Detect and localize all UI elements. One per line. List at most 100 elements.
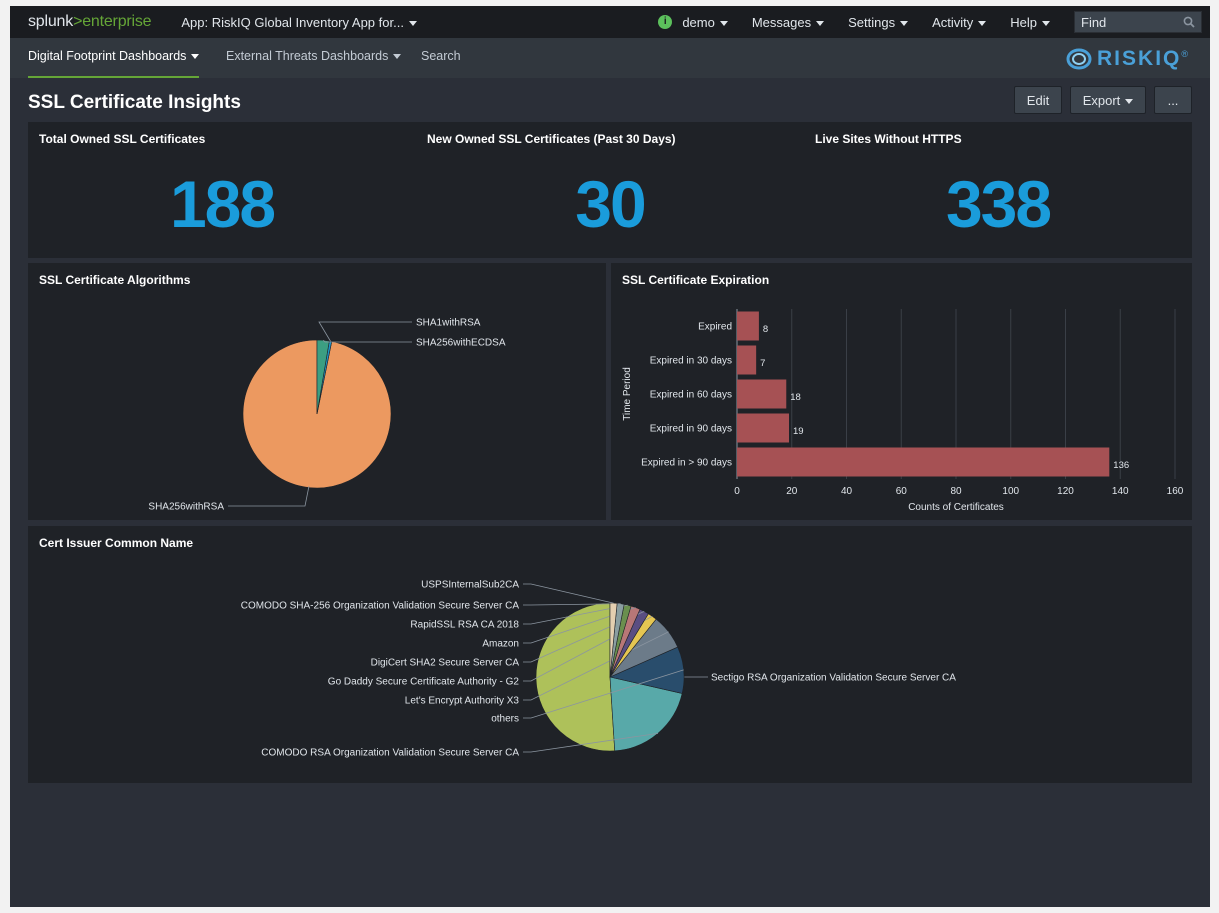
x-tick-label: 60 [896,486,908,497]
user-status-icon: i [658,15,673,29]
pie-label-amazon: Amazon [482,639,519,650]
bar-expired-in-30-days[interactable] [737,345,757,375]
bar-expired[interactable] [737,311,759,341]
logo-gt: > [73,13,83,30]
export-button[interactable]: Export [1070,86,1146,114]
pie-leader-line [523,604,628,625]
algorithms-panel: SSL Certificate Algorithms SHA256withRSA… [28,263,606,520]
app-menu-label: App: RiskIQ Global Inventory App for... [181,14,404,30]
riskiq-logo: RISKIQ ® [1065,44,1188,74]
algorithms-pie-chart: SHA256withRSA SHA1withRSA SHA256withECDSA [148,318,506,513]
pie-leader-line [523,669,684,719]
chevron-down-icon [408,20,417,26]
chevron-down-icon [191,54,200,60]
nav-external-threats-label: External Threats Dashboards [226,49,389,63]
pie-label-digicert-sha2-secure-server-ca: DigiCert SHA2 Secure Server CA [371,658,520,669]
y-tick-label: Expired in 30 days [650,356,732,367]
pie-leader-line [318,321,412,342]
kpi-value[interactable]: 188 [169,167,276,241]
chevron-down-icon [900,20,909,26]
y-tick-label: Expired in > 90 days [641,458,732,469]
x-tick-label: 140 [1112,486,1129,497]
kpi-title: Live Sites Without HTTPS [815,132,962,146]
more-actions-button[interactable]: ... [1154,86,1192,114]
splunk-logo[interactable]: splunk>enterprise [28,13,152,31]
export-button-label: Export [1082,93,1121,108]
pie-leader-line [523,732,659,753]
settings-menu-label: Settings [848,14,896,30]
pie-label-rapidssl-rsa-ca-2018: RapidSSL RSA CA 2018 [410,620,519,631]
chevron-down-icon [978,20,987,26]
page-title: SSL Certificate Insights [28,92,241,113]
top-bar: splunk>enterprise App: RiskIQ Global Inv… [10,6,1210,38]
activity-menu[interactable]: Activity [932,15,987,30]
active-tab-underline [28,76,200,78]
chevron-down-icon [816,20,825,26]
pie-slice-sectigo-rsa-organization-validation-secure-server-ca[interactable] [535,602,616,752]
search-icon [1183,16,1195,28]
nav-digital-footprint[interactable]: Digital Footprint Dashboards [28,38,200,78]
issuer-pie-chart: Sectigo RSA Organization Validation Secu… [241,580,957,759]
chevron-down-icon [1042,20,1050,26]
y-axis-title: Time Period [622,367,633,421]
pie-label-sectigo-rsa-organization-validation-secure-server-ca: Sectigo RSA Organization Validation Secu… [711,673,956,684]
pie-label-uspsinternalsub2ca: USPSInternalSub2CA [421,580,519,591]
x-tick-label: 20 [786,486,798,497]
pie-leader-line [228,485,310,507]
find-input[interactable]: Find [1074,11,1202,33]
x-tick-label: 120 [1057,486,1074,497]
nav-search-label: Search [421,49,461,63]
chevron-down-icon [719,20,728,26]
pie-slice-sha256withecdsa[interactable] [316,339,330,415]
app-window: splunk>enterprise App: RiskIQ Global Inv… [10,6,1210,907]
pie-label-sha1withrsa: SHA1withRSA [416,318,481,329]
pie-slice-sha256withrsa[interactable] [242,339,392,489]
y-tick-label: Expired in 90 days [650,424,732,435]
panel-title: Cert Issuer Common Name [39,536,194,550]
kpi-row-panel: Total Owned SSL Certificates 188 New Own… [28,122,1192,258]
nav-digital-footprint-label: Digital Footprint Dashboards [28,49,187,63]
kpi-new-owned: New Owned SSL Certificates (Past 30 Days… [416,122,804,258]
bar-data-label: 8 [763,324,768,335]
settings-menu[interactable]: Settings [848,14,909,30]
x-tick-label: 40 [841,486,853,497]
edit-button[interactable]: Edit [1014,86,1062,114]
logo-main: splunk [28,13,74,30]
pie-label-go-daddy-secure-certificate-authority-g2: Go Daddy Secure Certificate Authority - … [328,677,520,688]
nav-search[interactable]: Search [421,38,461,78]
top-right-menus: i demo Messages Settings Activity Help F… [658,6,1210,38]
expiration-panel: SSL Certificate Expiration 0 20 40 60 80 100 1… [611,263,1192,520]
app-menu[interactable]: App: RiskIQ Global Inventory App for... [181,15,417,30]
chevron-down-icon [1125,99,1134,105]
bar-expired-in-90-days[interactable] [737,413,790,443]
kpi-value[interactable]: 30 [575,167,646,241]
riskiq-brand: RISKIQ [1097,47,1182,70]
pie-slice-uspsinternalsub2ca[interactable] [609,602,618,678]
messages-menu-label: Messages [751,14,812,30]
kpi-live-without-https: Live Sites Without HTTPS 338 [804,122,1192,258]
pie-leader-line [322,339,412,343]
bar-expired-in-60-days[interactable] [737,379,787,409]
pie-slice-comodo-rsa-organization-validation-secure-server-ca[interactable] [609,676,683,752]
pie-leader-line [523,583,614,604]
bar-data-label: 19 [793,426,804,437]
y-tick-label: Expired in 60 days [650,390,732,401]
find-placeholder: Find [1081,14,1107,30]
panel-title: SSL Certificate Algorithms [39,273,191,287]
bar-data-label: 18 [790,392,801,403]
pie-label-others: others [491,714,519,725]
pie-label-comodo-rsa-organization-validation-secure-server-ca: COMODO RSA Organization Validation Secur… [261,748,519,759]
kpi-value[interactable]: 338 [945,167,1052,241]
y-tick-label: Expired [698,322,732,333]
pie-label-let-s-encrypt-authority-x3: Let's Encrypt Authority X3 [405,696,520,707]
help-menu[interactable]: Help [1010,15,1050,30]
pie-leader-line [523,603,621,606]
panel-title: SSL Certificate Expiration [622,273,770,287]
x-axis-title: Counts of Certificates [908,502,1004,513]
user-menu[interactable]: demo [682,15,728,30]
bar-expired-in-90-days[interactable] [737,447,1110,477]
messages-menu[interactable]: Messages [751,14,825,30]
kpi-total-owned: Total Owned SSL Certificates 188 [28,122,416,258]
nav-external-threats[interactable]: External Threats Dashboards [226,38,402,78]
pie-label-sha256withecdsa: SHA256withECDSA [416,338,506,349]
